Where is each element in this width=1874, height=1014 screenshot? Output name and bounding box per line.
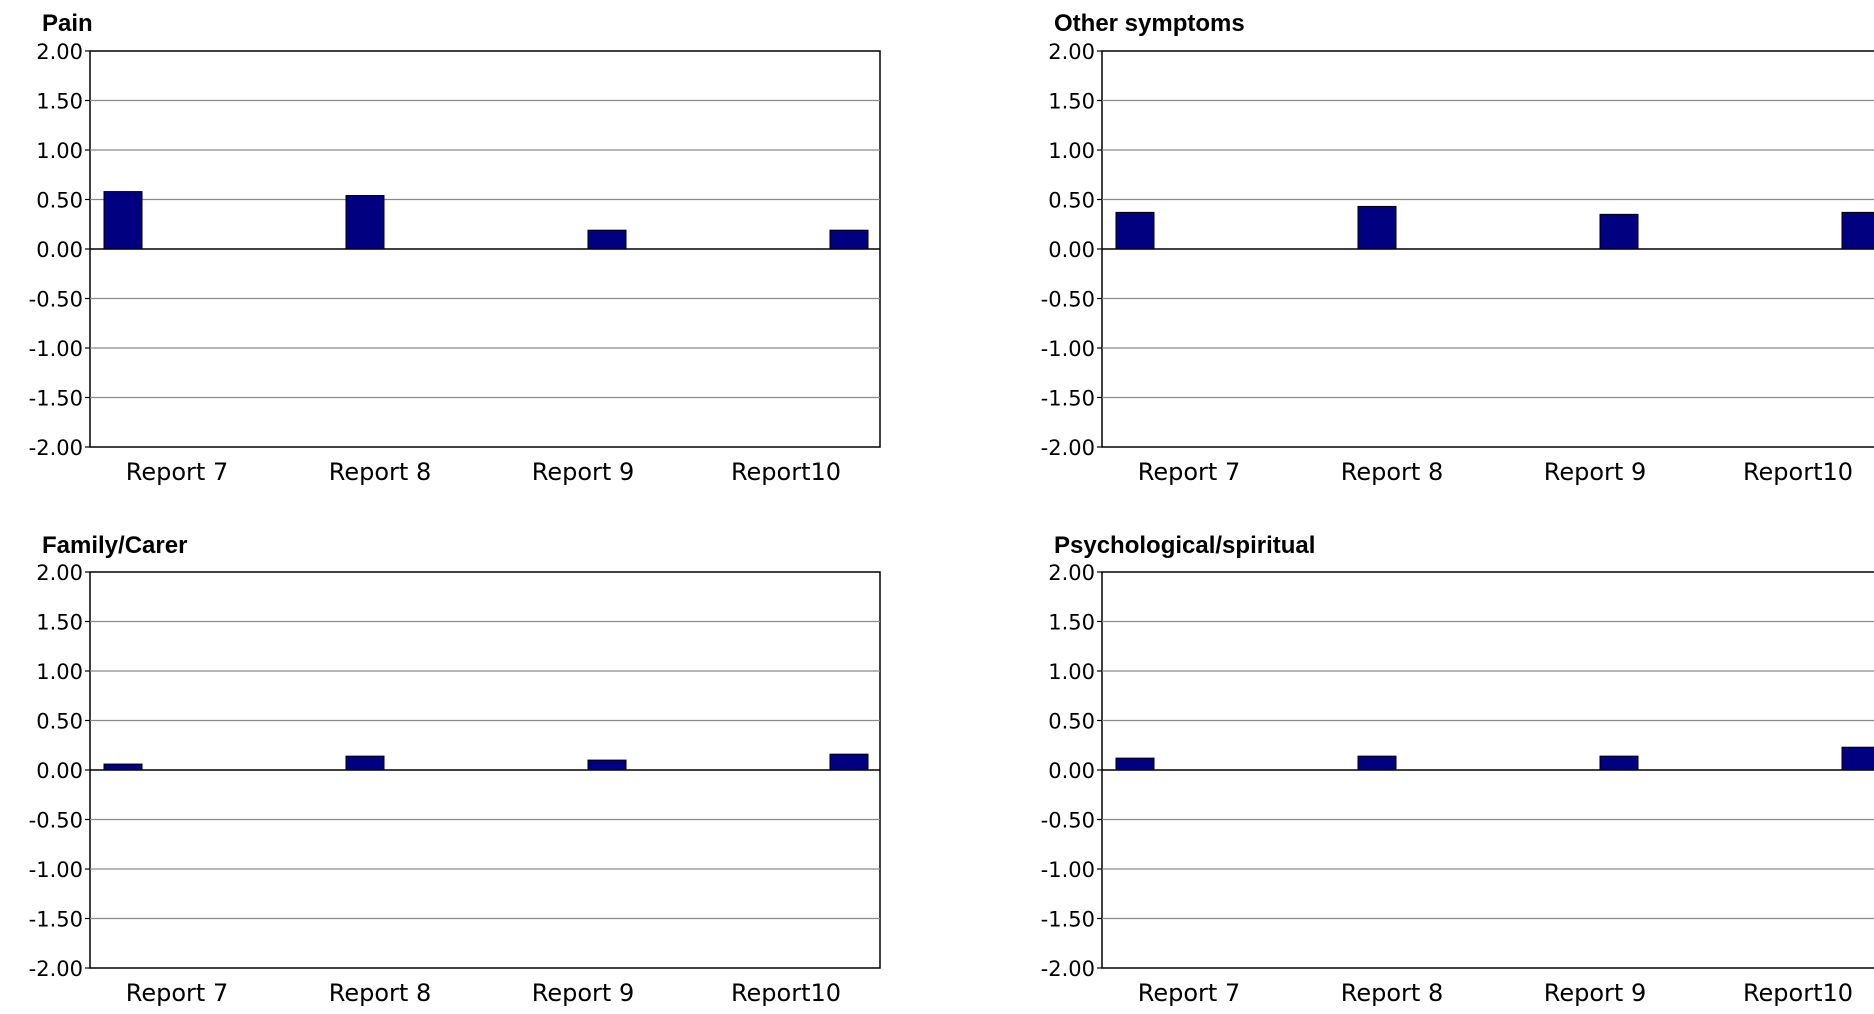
y-tick-label: -1.00 (1041, 337, 1095, 361)
x-tick-label: Report 9 (1544, 458, 1646, 486)
y-tick-label: -1.50 (1041, 387, 1095, 411)
x-tick-label: Report 8 (329, 458, 431, 486)
y-tick-label: 2.00 (1048, 40, 1095, 64)
y-tick-label: -0.50 (1041, 288, 1095, 312)
y-tick-label: 1.00 (36, 139, 83, 163)
y-tick-label: -1.50 (1041, 908, 1095, 932)
x-tick-label: Report 7 (126, 979, 228, 1007)
y-tick-label: -1.00 (29, 337, 83, 361)
y-tick-label: -2.00 (29, 957, 83, 981)
y-tick-label: -1.50 (29, 387, 83, 411)
y-tick-label: 0.50 (1048, 189, 1095, 213)
y-tick-label: 0.50 (36, 710, 83, 734)
bar (1357, 205, 1397, 250)
y-tick-label: -1.00 (1041, 858, 1095, 882)
y-tick-label: -0.50 (1041, 809, 1095, 833)
bar (1115, 211, 1155, 250)
y-tick-label: 1.50 (36, 90, 83, 114)
x-tick-label: Report 7 (1138, 458, 1240, 486)
bar (1841, 746, 1874, 771)
y-tick-label: 0.00 (1048, 759, 1095, 783)
x-tick-label: Report 7 (126, 458, 228, 486)
y-tick-label: 0.00 (36, 238, 83, 262)
y-tick-label: 1.00 (1048, 660, 1095, 684)
x-tick-label: Report10 (731, 979, 841, 1007)
chart-title: Family/Carer (42, 532, 187, 559)
y-tick-label: 0.50 (1048, 710, 1095, 734)
y-tick-label: -1.00 (29, 858, 83, 882)
x-tick-label: Report 7 (1138, 979, 1240, 1007)
bar (1115, 757, 1155, 771)
x-tick-label: Report 8 (1341, 979, 1443, 1007)
y-tick-label: 2.00 (1048, 561, 1095, 585)
x-tick-label: Report 8 (329, 979, 431, 1007)
y-tick-label: 1.00 (1048, 139, 1095, 163)
y-tick-label: -2.00 (1041, 957, 1095, 981)
x-tick-label: Report10 (1743, 979, 1853, 1007)
x-tick-label: Report 8 (1341, 458, 1443, 486)
chart-panel: Other symptoms 2.00 1.50 1.00 0.50 0.00 -0.50 -… (1041, 10, 1874, 486)
chart-title: Other symptoms (1054, 10, 1245, 37)
chart-title: Psychological/spiritual (1054, 532, 1315, 559)
bar (1599, 213, 1639, 250)
chart-panel: Pain 2.00 1.50 1.00 0.50 0.00 -0.50 -1.00 -1.50 -… (29, 10, 881, 486)
x-tick-label: Report 9 (532, 458, 634, 486)
bar (829, 229, 869, 250)
y-tick-label: -0.50 (29, 288, 83, 312)
y-tick-label: -1.50 (29, 908, 83, 932)
y-tick-label: 2.00 (36, 40, 83, 64)
y-tick-label: -0.50 (29, 809, 83, 833)
x-tick-label: Report10 (731, 458, 841, 486)
bar (829, 753, 869, 771)
y-tick-label: 0.00 (36, 759, 83, 783)
bar (587, 229, 627, 250)
y-tick-label: 1.00 (36, 660, 83, 684)
bar (1357, 755, 1397, 771)
y-tick-label: 2.00 (36, 561, 83, 585)
y-tick-label: 0.50 (36, 189, 83, 213)
x-tick-label: Report 9 (1544, 979, 1646, 1007)
y-tick-label: 1.50 (36, 611, 83, 635)
y-tick-label: -2.00 (1041, 436, 1095, 460)
y-tick-label: 1.50 (1048, 90, 1095, 114)
x-tick-label: Report10 (1743, 458, 1853, 486)
bar (345, 195, 385, 250)
bar (103, 191, 143, 250)
y-tick-label: 1.50 (1048, 611, 1095, 635)
y-tick-label: 0.00 (1048, 238, 1095, 262)
y-tick-label: -2.00 (29, 436, 83, 460)
chart-title: Pain (42, 10, 93, 37)
x-tick-label: Report 9 (532, 979, 634, 1007)
bar (103, 763, 143, 771)
bar (1841, 211, 1874, 250)
bar (587, 759, 627, 771)
bar (345, 755, 385, 771)
bar (1599, 755, 1639, 771)
